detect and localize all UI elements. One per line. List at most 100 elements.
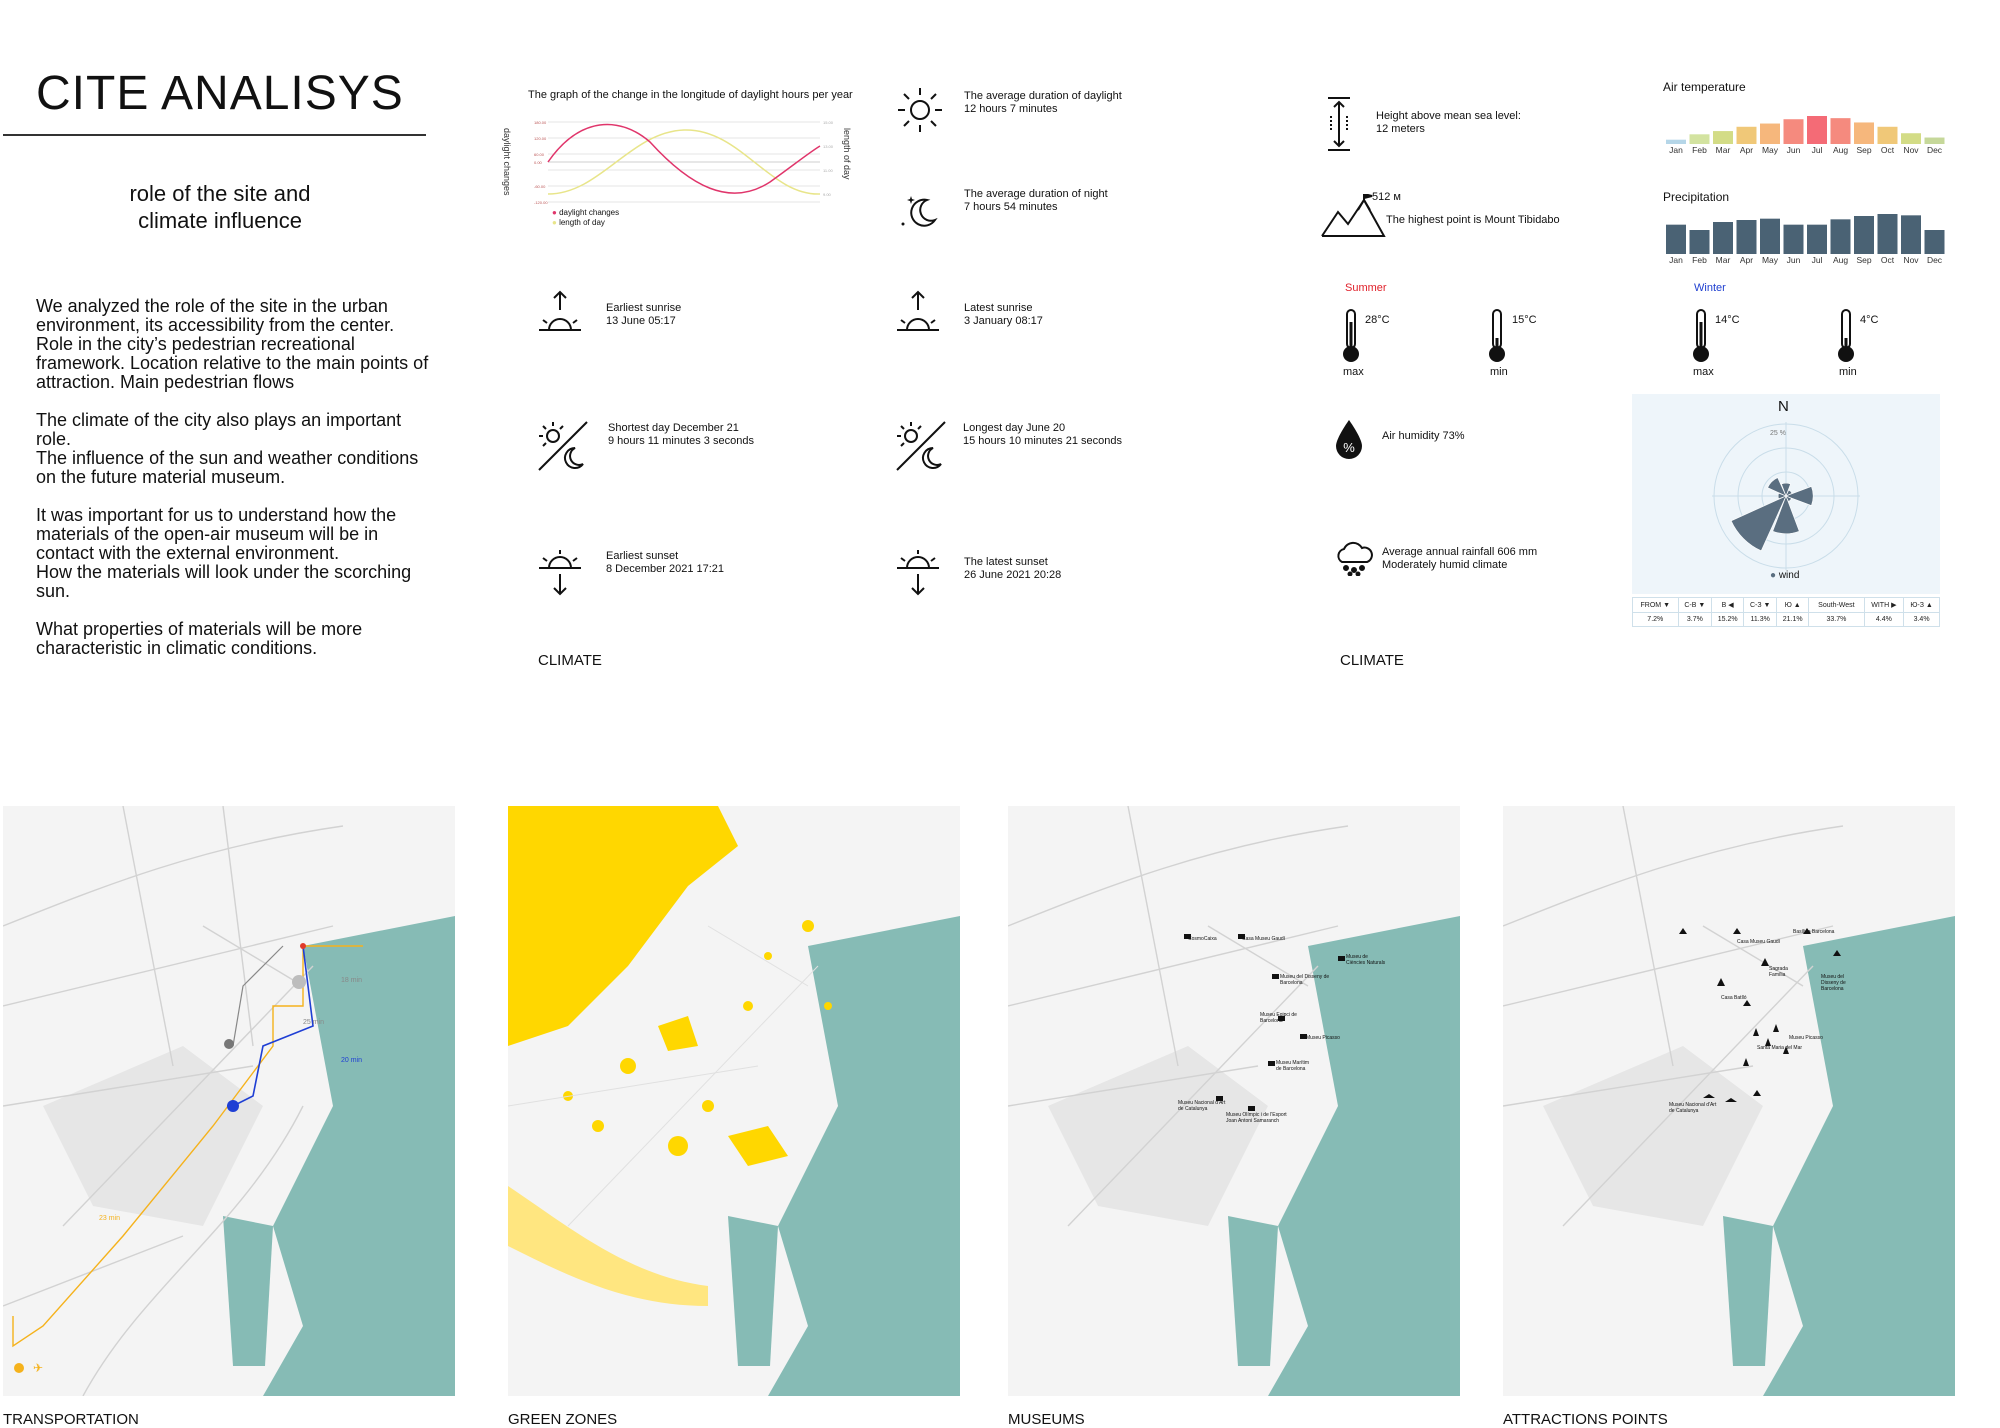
- museum-label-9: Museu de Ciències Naturals: [1346, 954, 1386, 966]
- wind-value-cell: 3.4%: [1903, 612, 1940, 627]
- precipitation-month-label: May: [1762, 255, 1779, 265]
- daylight-ylabel-right: length of day: [842, 128, 852, 180]
- precipitation-month-label: Sep: [1856, 255, 1871, 265]
- avg-night-text: The average duration of night 7 hours 54 …: [964, 188, 1108, 213]
- summer-min-temp: 15°C: [1512, 314, 1537, 326]
- wind-value-cell: 11.3%: [1743, 612, 1778, 627]
- attraction-label-1: Basílica Barcelona: [1793, 929, 1835, 935]
- wind-rose-petal: [1785, 495, 1792, 502]
- height-text: Height above mean sea level: 12 meters: [1376, 110, 1521, 135]
- precipitation-bar-dec: [1924, 230, 1945, 254]
- wind-direction-cell: FROM ▼: [1632, 597, 1679, 613]
- winter-label: Winter: [1694, 282, 1726, 294]
- page-subtitle: role of the site and climate influence: [100, 180, 340, 234]
- svg-text:-120.00: -120.00: [534, 200, 548, 205]
- rain-cloud-icon: [1334, 540, 1374, 576]
- temperature-month-label: Jan: [1669, 145, 1683, 155]
- humidity-text: Air humidity 73%: [1382, 430, 1465, 442]
- air-temperature-chart: Jan Feb Mar Apr May Jun Jul Aug Sep Oct Nov Dec: [1660, 96, 1950, 158]
- attraction-label-7: Museu Picasso: [1789, 1035, 1823, 1041]
- wind-value-cell: 4.4%: [1863, 612, 1905, 627]
- temperature-bar-sep: [1854, 122, 1874, 144]
- subtitle-line-2: climate influence: [138, 208, 302, 233]
- intro-paragraph-1: We analyzed the role of the site in the …: [36, 296, 429, 392]
- subtitle-line-1: role of the site and: [129, 181, 311, 206]
- svg-text:11.00: 11.00: [823, 168, 833, 173]
- svg-text:✈: ✈: [33, 1361, 43, 1375]
- peak-text: The highest point is Mount Tibidabo: [1386, 214, 1560, 226]
- summer-min-label: min: [1490, 366, 1508, 378]
- latest-sunrise-text: Latest sunrise 3 January 08:17: [964, 302, 1043, 327]
- temperature-bar-apr: [1736, 126, 1757, 144]
- sea-level-icon: [1326, 96, 1352, 152]
- precipitation-bar-jan: [1666, 224, 1686, 254]
- wind-scale-label: 25 %: [1770, 430, 1786, 437]
- rainfall-text: Average annual rainfall 606 mm Moderately…: [1382, 546, 1538, 571]
- intro-paragraph-3: It was important for us to understand ho…: [36, 505, 412, 601]
- attraction-label-5: Santa Maria del Mar: [1757, 1045, 1803, 1051]
- precipitation-month-label: Oct: [1881, 255, 1895, 265]
- temperature-month-label: Jul: [1812, 145, 1823, 155]
- moon-stars-icon: [895, 186, 945, 236]
- svg-text:9.00: 9.00: [823, 192, 832, 197]
- temperature-bar-aug: [1830, 118, 1851, 144]
- temperature-month-label: Apr: [1740, 145, 1753, 155]
- longest-day-text: Longest day June 20 15 hours 10 minutes 2…: [963, 422, 1122, 447]
- transportation-caption: TRANSPORTATION: [3, 1411, 139, 1428]
- svg-text:0.00: 0.00: [534, 160, 543, 165]
- wind-rose-petal: [1781, 482, 1791, 497]
- museum-label-5: Museu Picasso: [1306, 1035, 1340, 1041]
- day-night-icon: [893, 418, 949, 474]
- transport-time-2: 25 min: [303, 1019, 325, 1026]
- daylight-graph-title: The graph of the change in the longitude…: [528, 89, 853, 101]
- green-zones-caption: GREEN ZONES: [508, 1411, 618, 1428]
- sunset-icon: [535, 548, 585, 598]
- temperature-bar-oct: [1877, 126, 1898, 144]
- svg-text:60.00: 60.00: [534, 152, 545, 157]
- winter-min-label: min: [1839, 366, 1857, 378]
- daylight-ylabel-left: daylight changes: [502, 128, 512, 196]
- summer-max-temp: 28°C: [1365, 314, 1390, 326]
- museum-label-2: Casa Museu Gaudí: [1242, 936, 1286, 942]
- intro-paragraph-2: The climate of the city also plays an im…: [36, 410, 419, 487]
- winter-max-temp: 14°C: [1715, 314, 1740, 326]
- north-label: N: [1778, 398, 1789, 415]
- svg-text:13.00: 13.00: [823, 144, 834, 149]
- svg-text:%: %: [1343, 440, 1355, 455]
- winter-min-temp: 4°C: [1860, 314, 1879, 326]
- daylight-legend: ● daylight changes ● length of day: [552, 208, 620, 227]
- museum-label-4: Museu Egipci de Barcelona: [1260, 1012, 1297, 1024]
- temperature-bar-jan: [1666, 139, 1686, 144]
- thermometer-icon: [1340, 308, 1362, 364]
- wind-rose-petal: [1730, 495, 1787, 552]
- svg-text:120.00: 120.00: [534, 136, 547, 141]
- temperature-month-label: Oct: [1881, 145, 1895, 155]
- intro-paragraph-4: What properties of materials will be mor…: [36, 619, 363, 658]
- temperature-bar-jun: [1783, 119, 1804, 144]
- wind-rose: [1712, 422, 1860, 570]
- precipitation-bar-jul: [1807, 224, 1827, 254]
- wind-rose-petal: [1767, 477, 1787, 497]
- wind-direction-cell: Ю ▲: [1776, 597, 1810, 613]
- climate-caption-left: CLIMATE: [538, 652, 602, 669]
- summer-max-label: max: [1343, 366, 1364, 378]
- precipitation-bar-apr: [1736, 220, 1757, 254]
- wind-rose-petal: [1785, 486, 1814, 506]
- transport-time-4: 23 min: [99, 1215, 121, 1222]
- wind-table: FROM ▼ С-В ▼ В ◀ С-З ▼ Ю ▲ South-West WITH ▶ Ю-…: [1632, 597, 1940, 627]
- precipitation-month-label: Feb: [1692, 255, 1707, 265]
- svg-text:-60.00: -60.00: [534, 184, 546, 189]
- transportation-map: ✈ 18 min 25 min 20 min 23 min: [3, 806, 455, 1396]
- wind-direction-cell: South-West: [1808, 597, 1865, 613]
- museum-label-7: Museu Nacional d'Art de Catalunya: [1178, 1100, 1226, 1112]
- temperature-month-label: Aug: [1833, 145, 1848, 155]
- wind-value-cell: 3.7%: [1677, 612, 1713, 627]
- temperature-month-label: Mar: [1716, 145, 1731, 155]
- wind-legend: ● wind: [1770, 570, 1800, 581]
- wind-direction-cell: Ю-З ▲: [1903, 597, 1940, 613]
- wind-rose-petal: [1772, 495, 1800, 534]
- museums-map: CosmoCaixa Casa Museu Gaudí Museu del Di…: [1008, 806, 1460, 1396]
- temperature-bar-dec: [1924, 137, 1945, 144]
- sunset-icon: [893, 548, 943, 598]
- sunrise-icon: [535, 288, 585, 338]
